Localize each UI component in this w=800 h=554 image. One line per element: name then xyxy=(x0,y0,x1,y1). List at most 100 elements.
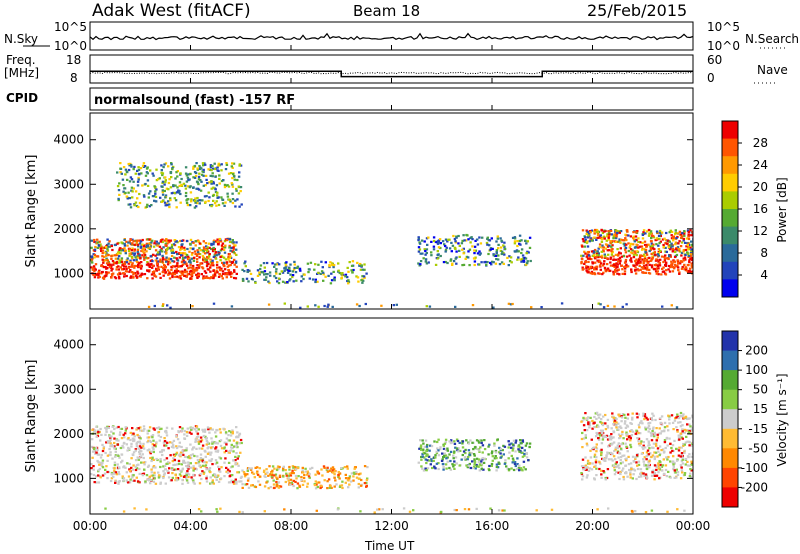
x-tick-label: 16:00 xyxy=(475,519,510,533)
range-gate-cell xyxy=(614,240,617,243)
range-gate-cell xyxy=(183,261,186,264)
range-gate-cell xyxy=(440,459,444,462)
range-gate-cell xyxy=(195,180,199,183)
range-gate-cell xyxy=(158,427,162,431)
range-gate-cell xyxy=(468,264,471,267)
range-gate-cell xyxy=(163,163,166,166)
range-gate-cell xyxy=(467,442,471,445)
range-gate-cell xyxy=(130,251,133,255)
range-gate-cell xyxy=(589,237,592,240)
range-gate-cell xyxy=(169,454,172,457)
range-gate-cell xyxy=(122,190,125,193)
range-gate-cell xyxy=(229,263,232,267)
range-gate-cell xyxy=(677,449,681,452)
range-gate-cell xyxy=(152,439,155,442)
range-gate-cell xyxy=(129,478,132,481)
range-gate-cell xyxy=(526,250,529,253)
range-gate-cell xyxy=(344,473,347,476)
range-gate-cell xyxy=(208,467,212,470)
range-gate-cell xyxy=(591,427,594,430)
range-gate-cell xyxy=(455,250,458,253)
range-gate-cell xyxy=(204,435,207,438)
range-gate-cell xyxy=(210,451,213,454)
range-gate-cell xyxy=(476,252,480,255)
range-gate-cell xyxy=(117,261,120,264)
range-gate-cell xyxy=(674,250,677,253)
colorbar-segment xyxy=(722,191,738,210)
range-gate-cell xyxy=(601,438,605,441)
range-gate-cell xyxy=(522,259,526,262)
range-gate-cell xyxy=(359,510,362,513)
range-gate-cell xyxy=(97,453,101,456)
range-gate-cell xyxy=(210,437,213,440)
range-gate-cell xyxy=(217,474,220,477)
cpid-label: CPID xyxy=(6,91,38,105)
range-gate-cell xyxy=(395,303,398,306)
range-gate-cell xyxy=(408,510,412,513)
range-gate-cell xyxy=(234,478,237,481)
range-gate-cell xyxy=(150,241,153,244)
range-gate-cell xyxy=(233,258,236,261)
range-gate-cell xyxy=(215,254,218,257)
range-gate-cell xyxy=(176,259,180,262)
range-gate-cell xyxy=(669,476,672,479)
range-gate-cell xyxy=(91,450,95,453)
range-gate-cell xyxy=(446,449,449,452)
range-gate-cell xyxy=(157,178,160,181)
range-gate-cell xyxy=(227,481,231,484)
range-gate-cell xyxy=(110,477,114,480)
range-gate-cell xyxy=(493,444,496,447)
range-gate-cell xyxy=(246,269,249,272)
range-gate-cell xyxy=(580,261,583,264)
range-gate-cell xyxy=(332,270,335,273)
range-gate-cell xyxy=(165,256,168,259)
range-gate-cell xyxy=(675,426,678,429)
range-gate-cell xyxy=(499,249,503,252)
range-gate-cell xyxy=(419,439,422,442)
range-gate-cell xyxy=(160,171,163,174)
range-gate-cell xyxy=(616,450,620,453)
range-gate-cell xyxy=(473,245,477,248)
range-gate-cell xyxy=(127,191,130,194)
colorbar-tick-label: -100 xyxy=(741,461,768,475)
range-gate-cell xyxy=(205,249,209,252)
range-gate-cell xyxy=(146,436,149,439)
range-gate-cell xyxy=(522,460,526,463)
range-gate-cell xyxy=(212,199,215,202)
range-gate-cell xyxy=(521,439,524,442)
range-gate-cell xyxy=(690,264,693,267)
range-gate-cell xyxy=(594,257,597,260)
range-gate-cell xyxy=(610,458,613,461)
range-gate-cell xyxy=(232,251,235,254)
range-gate-cell xyxy=(231,429,234,432)
range-gate-cell xyxy=(329,261,332,264)
range-gate-cell xyxy=(587,416,590,419)
range-gate-cell xyxy=(357,486,360,489)
range-gate-cell xyxy=(190,476,193,479)
range-gate-cell xyxy=(208,468,211,471)
range-gate-cell xyxy=(351,271,354,274)
range-gate-cell xyxy=(214,252,217,255)
range-gate-cell xyxy=(632,243,635,246)
range-gate-cell xyxy=(449,442,453,445)
range-gate-cell xyxy=(238,480,241,483)
range-gate-cell xyxy=(124,265,128,268)
range-gate-cell xyxy=(90,246,93,249)
range-gate-cell xyxy=(163,201,167,204)
range-gate-cell xyxy=(150,263,153,266)
range-gate-cell xyxy=(614,253,618,256)
range-gate-cell xyxy=(91,267,95,270)
range-gate-cell xyxy=(616,248,619,251)
range-gate-cell xyxy=(238,442,241,445)
range-gate-cell xyxy=(99,427,102,431)
range-gate-cell xyxy=(157,426,161,429)
range-gate-cell xyxy=(192,479,195,482)
range-gate-cell xyxy=(636,416,639,419)
range-gate-cell xyxy=(170,479,173,482)
range-gate-cell xyxy=(232,450,235,453)
range-gate-cell xyxy=(225,162,228,165)
range-gate-cell xyxy=(162,476,165,480)
range-gate-cell xyxy=(609,241,612,244)
range-gate-cell xyxy=(184,449,187,452)
range-gate-cell xyxy=(186,176,190,179)
